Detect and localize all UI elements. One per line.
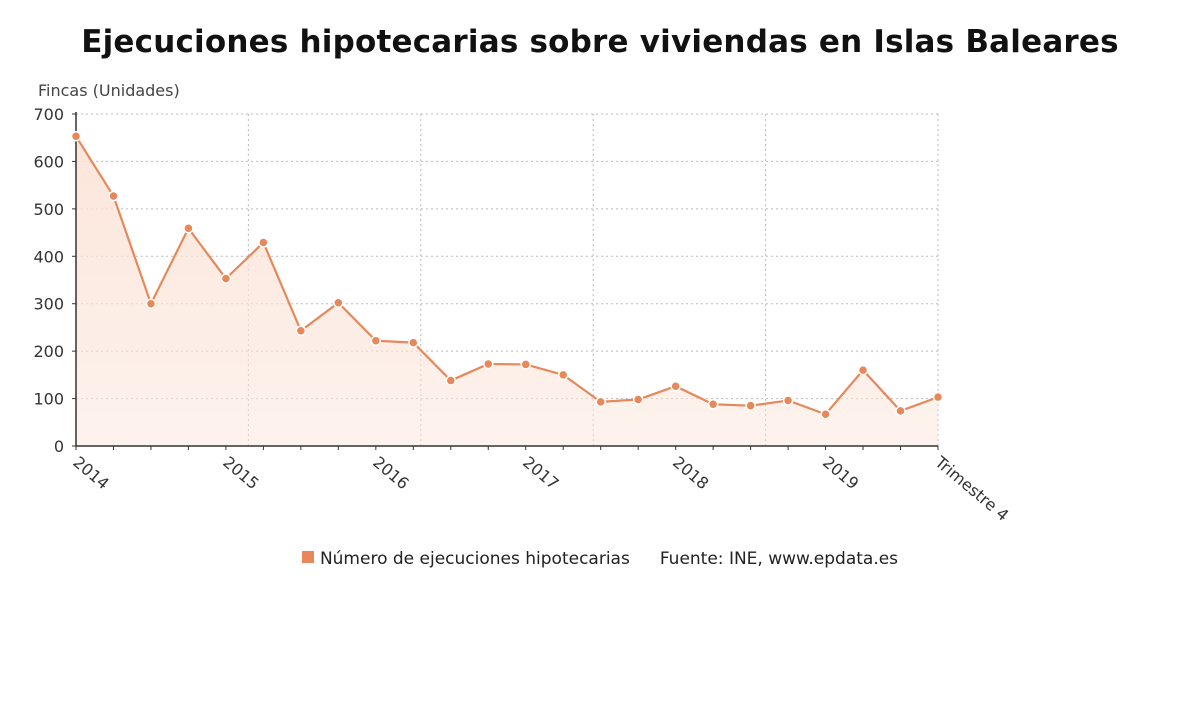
data-point (108, 190, 119, 202)
y-tick-label: 700 (33, 105, 64, 124)
data-point (932, 391, 944, 403)
data-point (370, 335, 382, 346)
data-point (595, 396, 606, 408)
x-tick-label: 2017 (519, 453, 562, 494)
x-tick-label: 2014 (69, 453, 112, 494)
y-tick-label: 500 (33, 200, 64, 219)
y-tick-label: 0 (54, 437, 64, 456)
y-tick-label: 400 (33, 247, 64, 266)
data-point (707, 399, 719, 410)
data-point (520, 359, 531, 370)
data-point (857, 364, 869, 376)
y-tick-label: 300 (33, 295, 64, 314)
data-point (220, 273, 232, 284)
legend-series-label: Número de ejecuciones hipotecarias (319, 549, 630, 569)
data-point (745, 400, 756, 411)
data-point (670, 380, 681, 392)
data-point (445, 375, 457, 386)
legend: Número de ejecuciones hipotecarias Fuente… (0, 549, 1200, 569)
data-point (408, 337, 419, 348)
data-point (258, 237, 269, 248)
data-point (295, 325, 307, 336)
data-point (782, 395, 794, 406)
data-point (895, 405, 906, 417)
data-point (183, 223, 194, 234)
series-area (76, 136, 938, 446)
y-tick-label: 100 (33, 390, 64, 409)
data-point (632, 394, 644, 405)
data-point (820, 408, 831, 420)
x-tick-label: 2018 (669, 453, 712, 494)
data-point (333, 297, 344, 309)
x-tick-label: Trimestre 4 (931, 452, 1013, 525)
source-note: Fuente: INE, www.epdata.es (659, 549, 899, 569)
y-tick-label: 200 (33, 342, 64, 361)
series-line (75, 135, 939, 416)
x-tick-label: 2016 (369, 453, 412, 494)
data-point (557, 369, 569, 381)
x-tick-label: 2019 (819, 453, 862, 494)
x-tick-label: 2015 (219, 453, 262, 494)
data-point (483, 358, 494, 370)
legend-swatch (301, 551, 314, 563)
y-tick-label: 600 (33, 152, 64, 171)
data-point (70, 131, 82, 142)
data-point (145, 298, 157, 309)
y-axis-label: Fincas (Unidades) (38, 81, 180, 100)
chart-title: Ejecuciones hipotecarias sobre viviendas… (81, 24, 1119, 60)
